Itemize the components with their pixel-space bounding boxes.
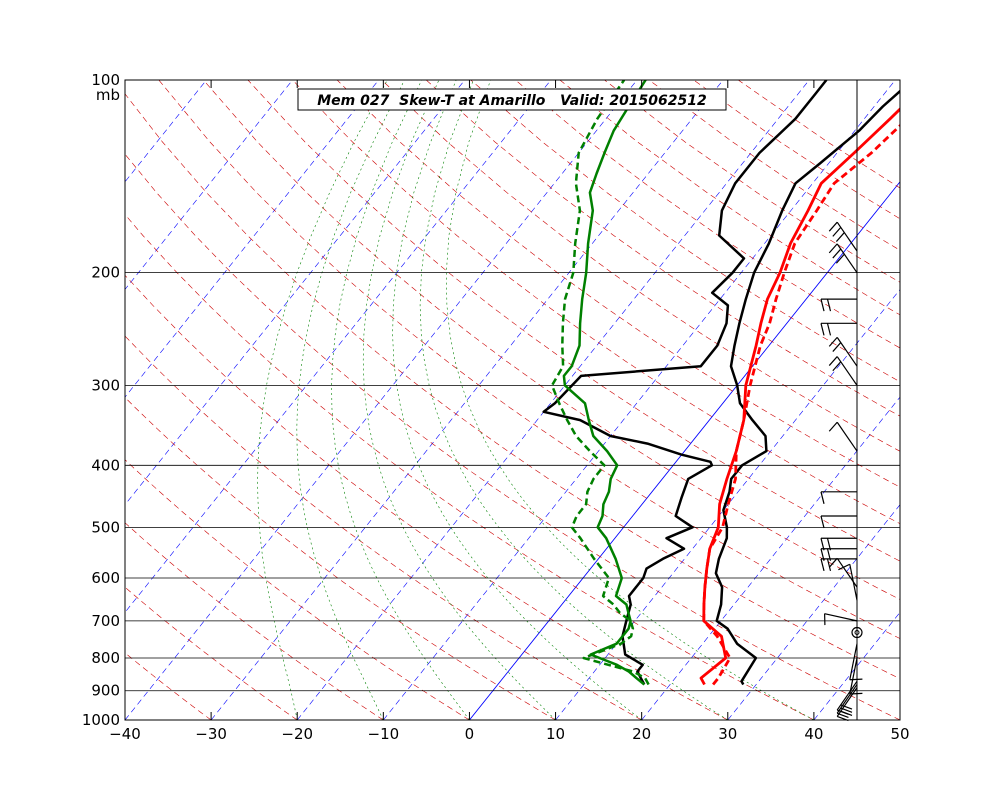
dry-adiabat-line <box>381 80 900 452</box>
moist-adiabat-line <box>362 80 556 720</box>
isotherm-line <box>125 80 379 398</box>
dry-adiabat-line <box>125 93 900 680</box>
x-tick-label: −30 <box>195 725 227 743</box>
wind-barb <box>820 537 857 551</box>
pressure-grid-lines <box>125 272 900 692</box>
isotherm-line <box>383 80 896 720</box>
x-tick-label: −10 <box>368 725 400 743</box>
dry-adiabat-line <box>336 80 900 488</box>
isotherm-line <box>641 396 900 720</box>
moist-adiabat-line <box>257 80 388 720</box>
wind-barb <box>828 356 858 386</box>
pressure-tick-label: 600 <box>91 569 120 587</box>
dry-adiabat-line <box>470 80 900 383</box>
dry-adiabat-line <box>125 522 384 720</box>
x-tick-label: 0 <box>465 725 475 743</box>
wind-barb <box>836 680 858 715</box>
dry-adiabat-line <box>125 274 728 720</box>
moist-adiabat-line <box>445 80 815 720</box>
wind-barb <box>828 557 858 588</box>
isotherm-line <box>296 80 810 720</box>
wind-barb <box>836 687 858 722</box>
isotherm-line <box>125 80 552 613</box>
x-tick-label: −40 <box>109 725 141 743</box>
wind-barbs <box>820 221 863 722</box>
moist-adiabat-line <box>419 80 728 720</box>
dry-adiabat-line <box>125 213 815 720</box>
x-tick-label: 20 <box>632 725 651 743</box>
isotherm-line <box>555 288 900 720</box>
isotherm-line <box>210 80 724 720</box>
temperature-mean-line <box>702 123 900 686</box>
dry-adiabat-line <box>125 652 212 720</box>
zero-isotherm <box>469 181 900 720</box>
ensemble-cold-line <box>542 80 828 686</box>
dry-adiabat-line <box>125 586 298 720</box>
wind-barb <box>828 243 858 273</box>
wind-barb <box>820 322 857 336</box>
dry-adiabat-line <box>604 80 900 283</box>
pressure-tick-label: 400 <box>91 456 120 474</box>
pressure-tick-label: 500 <box>91 518 120 536</box>
wind-barb <box>828 336 858 367</box>
pressure-tick-label: 700 <box>91 612 120 630</box>
chart-title: Mem 027 Skew-T at Amarillo Valid: 201506… <box>317 93 706 109</box>
dewpoint-mean-line <box>550 80 650 686</box>
dry-adiabat-line <box>515 80 900 349</box>
isotherm-line <box>727 504 900 720</box>
moist-adiabat-line <box>331 80 470 720</box>
background-guide-lines <box>125 80 900 720</box>
wind-barb <box>824 613 858 626</box>
wind-barb <box>820 558 857 571</box>
dry-adiabat-line <box>247 80 900 562</box>
plot-frame <box>124 79 901 721</box>
isotherm-line <box>125 80 293 290</box>
wind-barb <box>836 684 858 719</box>
dry-adiabat-line <box>425 80 900 417</box>
pressure-tick-label: 300 <box>91 376 120 394</box>
pressure-tick-label: 200 <box>91 264 120 282</box>
x-tick-label: 30 <box>718 725 737 743</box>
wind-barb <box>820 491 857 504</box>
x-tick-label: 10 <box>546 725 565 743</box>
isotherm-line <box>125 80 466 506</box>
dry-adiabat-line <box>203 80 900 600</box>
x-tick-label: −20 <box>281 725 313 743</box>
pressure-tick-label: 1000 <box>82 711 120 729</box>
wind-barb <box>820 515 857 529</box>
pressure-unit-label: mb <box>96 86 120 104</box>
moist-adiabat-line <box>296 80 405 720</box>
dry-adiabat-line <box>125 459 470 720</box>
dry-adiabat-line <box>125 396 556 720</box>
dry-adiabat-line <box>738 80 900 189</box>
wind-barb <box>849 643 863 681</box>
dry-adiabat-line <box>158 80 900 639</box>
isotherm-line <box>125 80 638 720</box>
isotherm-line <box>899 719 900 720</box>
wind-barb <box>849 657 863 695</box>
wind-barb <box>828 221 858 252</box>
pressure-tick-label: 100 <box>91 71 120 89</box>
pressure-tick-label: 800 <box>91 649 120 667</box>
moist-adiabat-line <box>392 80 642 720</box>
wind-barb <box>828 421 858 452</box>
dry-adiabat-line <box>292 80 900 525</box>
ensemble-warm-line <box>714 89 900 686</box>
pressure-tick-label: 900 <box>91 682 120 700</box>
dry-adiabat-line <box>125 153 900 720</box>
chart-title-box: Mem 027 Skew-T at Amarillo Valid: 201506… <box>297 88 727 111</box>
dewpoint-line <box>562 80 647 686</box>
x-tick-label: 50 <box>890 725 909 743</box>
wind-barb <box>820 548 857 561</box>
profile-series <box>542 80 900 686</box>
dry-adiabat-line <box>125 335 642 720</box>
x-tick-label: 40 <box>804 725 823 743</box>
axis-ticks: −40 −30 −20 −10 0 10 20 30 40 50 100 200 300 400 500 60… <box>82 71 910 743</box>
wind-barb <box>820 298 857 312</box>
